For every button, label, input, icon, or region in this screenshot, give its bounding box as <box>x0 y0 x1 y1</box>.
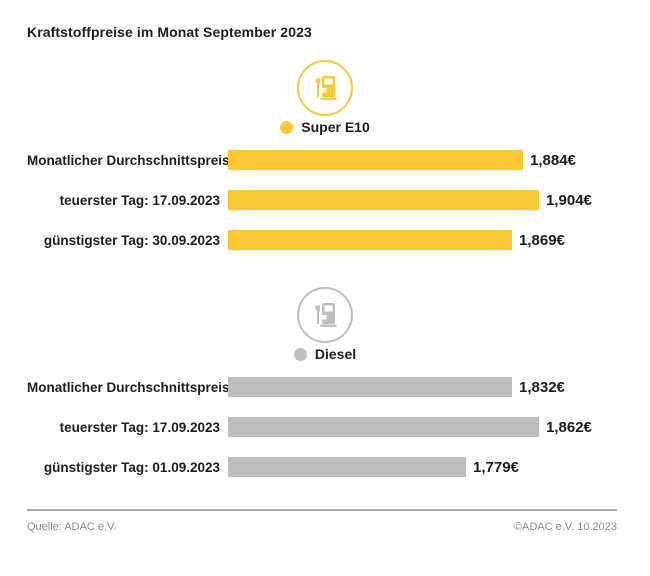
bar <box>228 417 539 437</box>
bar <box>228 457 466 477</box>
footer: Quelle: ADAC e.V. ©ADAC e.V. 10.2023 <box>27 521 617 533</box>
fuel-pump-badge <box>297 287 353 343</box>
bar <box>228 377 512 397</box>
bar-row: Monatlicher Durchschnittspreis 1,832€ <box>27 377 650 397</box>
value-label: 1,884€ <box>530 151 576 169</box>
legend-dot <box>280 120 294 134</box>
category-label: teuerster Tag: 17.09.2023 <box>59 419 220 435</box>
bar-row: günstigster Tag: 01.09.2023 1,779€ <box>27 457 650 477</box>
value-label: 1,904€ <box>546 191 592 209</box>
legend-label: Diesel <box>314 346 357 362</box>
copyright-text: ©ADAC e.V. 10.2023 <box>513 521 617 533</box>
bar-row: Monatlicher Durchschnittspreis 1,884€ <box>27 150 650 170</box>
bar-row: teuerster Tag: 17.09.2023 1,862€ <box>27 417 650 437</box>
value-label: 1,869€ <box>519 231 565 249</box>
fuel-pump-icon <box>315 76 337 100</box>
fuel-pump-icon <box>315 303 337 327</box>
value-label: 1,832€ <box>519 378 565 396</box>
chart-super-e10: Super E10 Monatlicher Durchschnittspreis… <box>0 60 650 270</box>
bar-row: günstigster Tag: 30.09.2023 1,869€ <box>27 230 650 250</box>
legend-dot <box>293 347 307 361</box>
bar <box>228 150 523 170</box>
page-title: Kraftstoffpreise im Monat September 2023 <box>27 24 312 40</box>
value-label: 1,779€ <box>473 458 519 476</box>
value-label: 1,862€ <box>546 418 592 436</box>
footer-divider <box>27 509 617 511</box>
legend-label: Super E10 <box>301 119 370 135</box>
legend-super-e10: Super E10 <box>0 119 650 135</box>
category-label: günstigster Tag: 30.09.2023 <box>43 232 220 248</box>
chart-diesel: Diesel Monatlicher Durchschnittspreis 1,8… <box>0 287 650 497</box>
category-label: günstigster Tag: 01.09.2023 <box>43 459 220 475</box>
bar-rows: Monatlicher Durchschnittspreis 1,884€ teue… <box>0 150 650 250</box>
category-label: teuerster Tag: 17.09.2023 <box>59 192 220 208</box>
bar <box>228 230 512 250</box>
category-label: Monatlicher Durchschnittspreis <box>27 152 230 168</box>
fuel-pump-badge <box>297 60 353 116</box>
legend-diesel: Diesel <box>0 346 650 362</box>
category-label: Monatlicher Durchschnittspreis <box>27 379 230 395</box>
bar-rows: Monatlicher Durchschnittspreis 1,832€ teue… <box>0 377 650 477</box>
bar-row: teuerster Tag: 17.09.2023 1,904€ <box>27 190 650 210</box>
source-text: Quelle: ADAC e.V. <box>27 521 117 533</box>
bar <box>228 190 539 210</box>
